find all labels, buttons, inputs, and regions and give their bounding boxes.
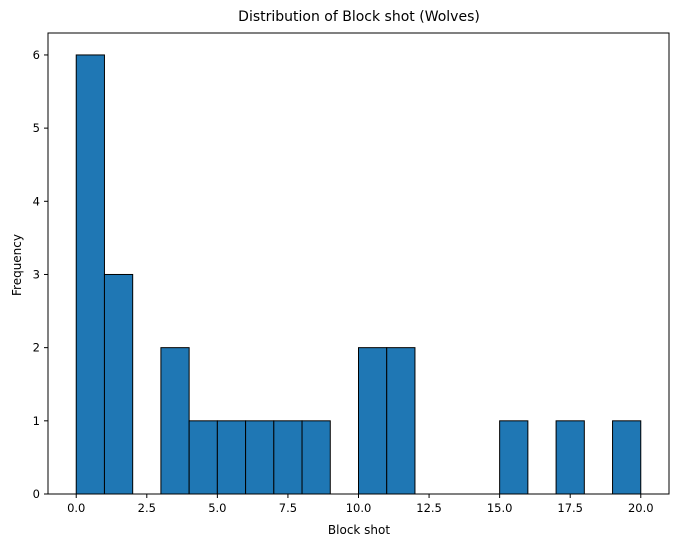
x-axis-ticks: 0.0 2.5 5.0 7.5 10.0 12.5 15.0 17.5 20.0 xyxy=(67,494,654,515)
histogram-bar xyxy=(160,347,190,495)
x-tick-label: 12.5 xyxy=(416,501,442,515)
x-tick-label: 17.5 xyxy=(557,501,583,515)
x-tick-label: 2.5 xyxy=(138,501,156,515)
x-tick-label: 0.0 xyxy=(67,501,85,515)
histogram-bar xyxy=(245,420,275,495)
y-axis-ticks: 0 1 2 3 4 5 6 xyxy=(33,48,48,501)
histogram-bar xyxy=(555,420,585,495)
y-tick-label: 3 xyxy=(33,267,40,281)
x-tick-label: 20.0 xyxy=(628,501,654,515)
histogram-bar xyxy=(358,347,388,495)
y-tick-label: 6 xyxy=(33,48,40,62)
y-axis-label: Frequency xyxy=(10,234,24,296)
x-tick-label: 10.0 xyxy=(346,501,372,515)
histogram-bar xyxy=(273,420,303,495)
y-tick-label: 1 xyxy=(33,414,40,428)
histogram-bar xyxy=(301,420,331,495)
y-tick-label: 0 xyxy=(33,487,40,501)
x-axis-label: Block shot xyxy=(328,523,390,537)
histogram-bar xyxy=(188,420,218,495)
histogram-bar xyxy=(216,420,247,495)
plot-area-frame xyxy=(47,32,670,495)
histogram-bar xyxy=(386,347,416,495)
x-tick-label: 7.5 xyxy=(279,501,297,515)
y-tick-label: 5 xyxy=(33,121,40,135)
histogram-bar xyxy=(499,420,529,495)
x-tick-label: 15.0 xyxy=(487,501,513,515)
histogram-bar xyxy=(612,420,642,495)
chart-title: Distribution of Block shot (Wolves) xyxy=(238,9,480,25)
y-tick-label: 4 xyxy=(33,194,40,208)
bars-group xyxy=(75,54,642,495)
histogram-bar xyxy=(103,273,134,495)
x-tick-label: 5.0 xyxy=(208,501,226,515)
histogram-bar xyxy=(75,54,105,495)
y-tick-label: 2 xyxy=(33,341,40,355)
